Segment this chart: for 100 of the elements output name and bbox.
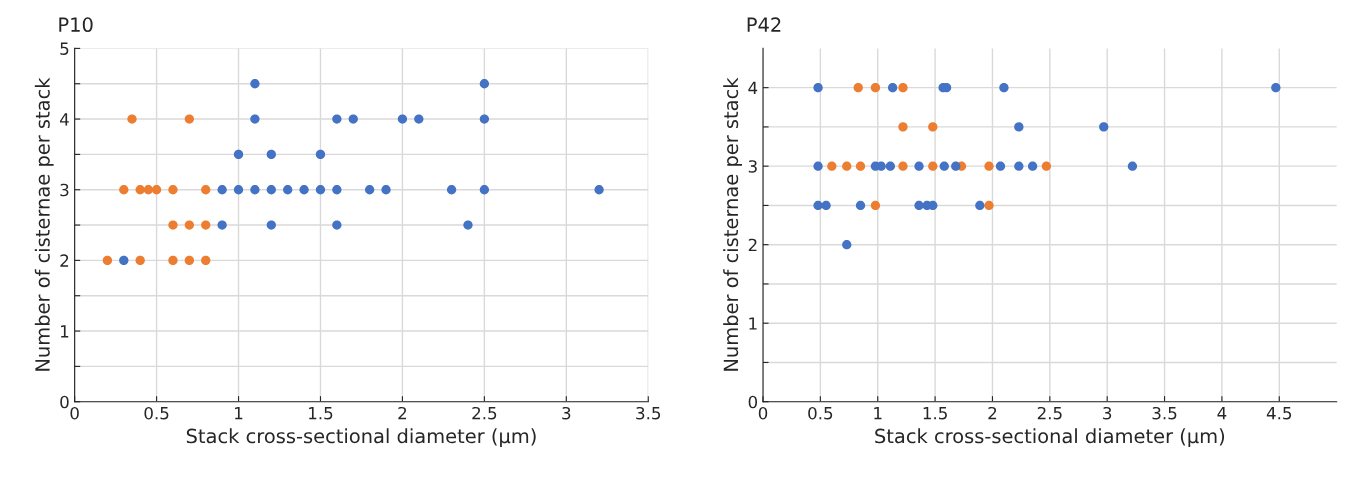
x-tick-label: 1.5 <box>309 407 333 420</box>
point <box>898 83 908 93</box>
x-tick-label: 1 <box>235 407 243 420</box>
point <box>975 200 985 211</box>
point <box>813 200 823 211</box>
point <box>914 161 924 171</box>
point <box>870 83 881 93</box>
point <box>1271 83 1281 93</box>
chart-title: P10 <box>59 17 93 33</box>
point <box>855 161 866 171</box>
y-tick-label: 5 <box>60 42 69 55</box>
point <box>898 161 908 171</box>
point <box>827 161 837 171</box>
x-tick-label: 2 <box>398 406 407 420</box>
point <box>463 220 473 230</box>
x-tick-label: 0.5 <box>808 406 833 420</box>
point <box>381 185 391 195</box>
point <box>1099 122 1109 132</box>
point <box>266 220 276 230</box>
x-tick-label: 3 <box>1103 406 1112 420</box>
point <box>446 185 457 195</box>
y-tick-label: 3 <box>748 160 757 173</box>
point <box>951 161 961 171</box>
point <box>315 185 326 195</box>
y-tick-label: 2 <box>748 238 757 252</box>
point <box>168 255 178 266</box>
point <box>984 200 994 211</box>
y-tick-label: 0 <box>60 395 69 409</box>
y-tick-label: 1 <box>749 317 757 330</box>
point <box>266 185 276 195</box>
y-tick-label: 1 <box>61 325 69 338</box>
point <box>821 200 831 211</box>
point <box>250 114 260 124</box>
point <box>479 79 490 89</box>
point <box>315 149 326 160</box>
x-tick-label: 2.5 <box>472 406 497 420</box>
point <box>233 149 244 160</box>
point <box>842 161 852 171</box>
point <box>201 255 211 266</box>
point <box>984 161 994 171</box>
point <box>898 122 908 132</box>
point <box>102 255 113 266</box>
point <box>1014 122 1024 132</box>
point <box>332 220 342 230</box>
point <box>201 220 211 230</box>
point <box>201 185 211 195</box>
point <box>594 185 604 195</box>
point <box>999 83 1009 93</box>
point <box>914 200 924 211</box>
point <box>887 83 898 93</box>
point <box>995 161 1006 171</box>
point <box>397 114 408 124</box>
y-tick-label: 2 <box>60 254 69 267</box>
point <box>119 255 129 266</box>
point <box>479 185 490 195</box>
point <box>233 185 244 195</box>
point <box>217 220 227 230</box>
point <box>127 114 137 124</box>
point <box>217 185 227 195</box>
point <box>479 114 490 124</box>
point <box>348 114 358 124</box>
x-tick-label: 1 <box>874 407 882 420</box>
point <box>853 83 863 93</box>
x-axis-title: Stack cross-sectional diameter (µm) <box>875 428 1225 448</box>
x-tick-label: 3 <box>562 406 571 420</box>
point <box>1027 161 1038 171</box>
chart-title: P42 <box>747 17 781 32</box>
point <box>250 185 260 195</box>
x-tick-label: 3.5 <box>636 406 661 420</box>
y-axis-title: Number of cisternae per stack <box>34 77 54 371</box>
x-tick-label: 4.5 <box>1266 407 1292 420</box>
point <box>885 161 896 171</box>
x-tick-label: 2.5 <box>1037 406 1062 420</box>
point <box>813 83 823 93</box>
point <box>184 255 195 266</box>
y-tick-label: 0 <box>748 395 758 409</box>
point <box>414 114 424 124</box>
x-tick-label: 0 <box>70 406 79 420</box>
point <box>855 200 866 211</box>
point <box>135 185 145 195</box>
point <box>870 200 881 211</box>
point <box>266 149 276 160</box>
point <box>364 185 375 195</box>
x-tick-label: 3.5 <box>1152 406 1177 420</box>
point <box>842 240 852 250</box>
x-tick-label: 0.5 <box>144 406 169 420</box>
point <box>1041 161 1052 171</box>
point <box>813 161 823 171</box>
point <box>168 220 178 230</box>
point <box>283 185 293 195</box>
point <box>184 220 195 230</box>
point <box>184 114 195 124</box>
point <box>332 185 342 195</box>
y-tick-label: 4 <box>748 81 758 94</box>
point <box>119 185 129 195</box>
point <box>332 114 342 124</box>
point <box>1127 161 1138 171</box>
y-axis-title: Number of cisternae per stack <box>723 77 742 371</box>
x-tick-label: 2 <box>988 406 997 420</box>
x-tick-label: 0 <box>758 406 768 420</box>
